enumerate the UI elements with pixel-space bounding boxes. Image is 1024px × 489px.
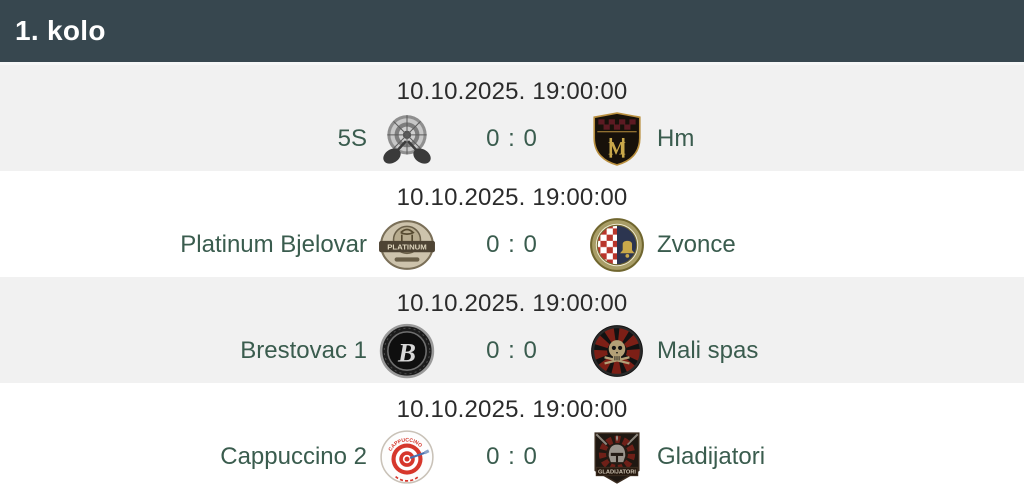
match-score: 0 : 0 [486, 231, 538, 258]
match-score: 0 : 0 [486, 443, 538, 470]
match-teams-line: Cappuccino 2 CAPPUCCINO [0, 427, 1024, 487]
match-datetime: 10.10.2025. 19:00:00 [396, 184, 628, 211]
gladijatori-helmet-logo-icon: GLADIJATORI [587, 427, 647, 487]
round-title: 1. kolo [15, 15, 106, 46]
match-teams-line: 5S 0 : 0 [0, 109, 1024, 169]
match-row[interactable]: 10.10.2025. 19:00:00 5S [0, 65, 1024, 171]
platinum-badge-logo-icon: PLATINUM [377, 215, 437, 275]
match-datetime: 10.10.2025. 19:00:00 [396, 290, 628, 317]
match-teams-line: Brestovac 1 B 0 : 0 [0, 321, 1024, 381]
dartboard-darts-logo-icon [377, 109, 437, 169]
home-team-name: Platinum Bjelovar [180, 231, 367, 258]
brestovac-badge-logo-icon: B [377, 321, 437, 381]
away-team-name: Gladijatori [657, 443, 766, 470]
cappuccino-target-logo-icon: CAPPUCCINO [377, 427, 437, 487]
match-row[interactable]: 10.10.2025. 19:00:00 Cappuccino 2 CAPPUC… [0, 383, 1024, 489]
match-datetime: 10.10.2025. 19:00:00 [396, 78, 628, 105]
home-team-name: 5S [337, 125, 367, 152]
zvonce-checker-bell-logo-icon [587, 215, 647, 275]
home-team-name: Cappuccino 2 [220, 443, 367, 470]
brestovac-letter-glyph: B [397, 337, 416, 367]
match-teams-line: Platinum Bjelovar PLATINUM 0 : 0 [0, 215, 1024, 275]
match-score: 0 : 0 [486, 125, 538, 152]
match-score: 0 : 0 [486, 337, 538, 364]
home-team-name: Brestovac 1 [240, 337, 367, 364]
platinum-text-glyph: PLATINUM [387, 243, 426, 252]
match-datetime: 10.10.2025. 19:00:00 [396, 396, 628, 423]
gladijatori-text-glyph: GLADIJATORI [598, 470, 636, 476]
match-row[interactable]: 10.10.2025. 19:00:00 Brestovac 1 B 0 : 0 [0, 277, 1024, 383]
hm-monogram-glyph: M [608, 139, 626, 160]
match-row[interactable]: 10.10.2025. 19:00:00 Platinum Bjelovar P… [0, 171, 1024, 277]
away-team-name: Zvonce [657, 231, 736, 258]
mali-spas-skull-logo-icon [587, 321, 647, 381]
away-team-name: Mali spas [657, 337, 759, 364]
hm-shield-logo-icon: M [587, 109, 647, 169]
away-team-name: Hm [657, 125, 695, 152]
round-header: 1. kolo [0, 0, 1024, 65]
